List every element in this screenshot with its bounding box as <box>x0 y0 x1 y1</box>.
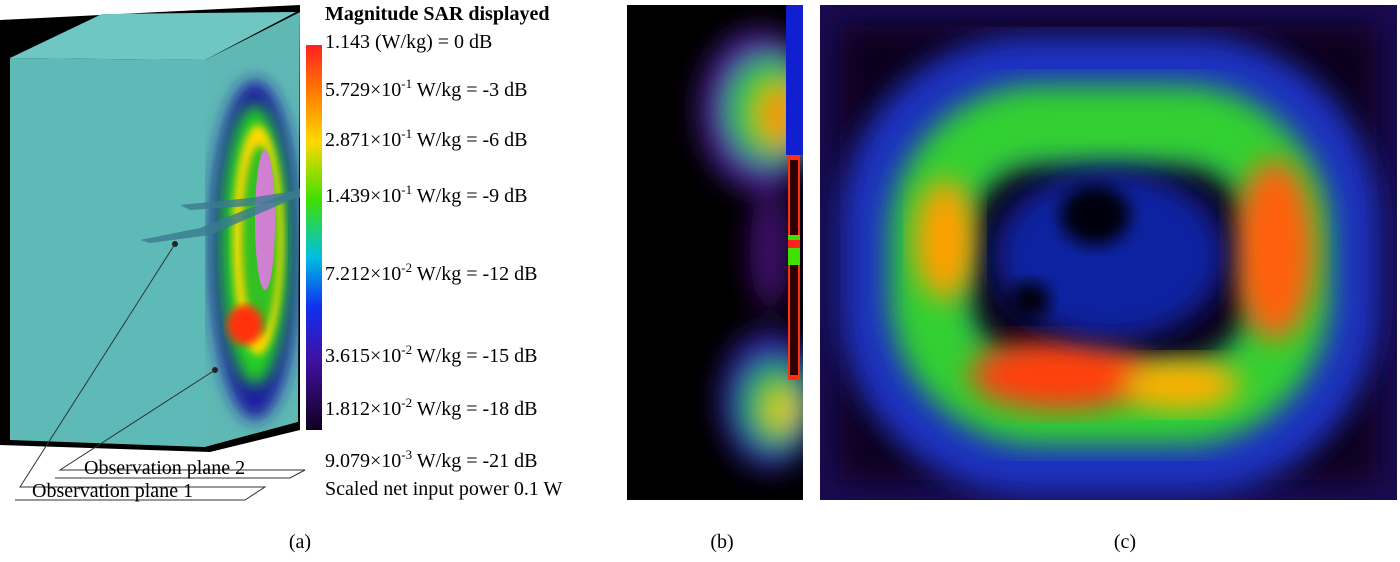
legend-mantissa: 9.079×10 <box>325 450 401 472</box>
legend-title: Magnitude SAR displayed <box>325 3 550 25</box>
observation-plane <box>140 188 300 243</box>
legend-exponent: -2 <box>401 260 412 275</box>
legend-entry: 1.143 (W/kg) = 0 dB <box>325 31 492 53</box>
legend-entry: 2.871×10-1 W/kg = -6 dB <box>325 126 527 151</box>
legend-entry: 1.439×10-1 W/kg = -9 dB <box>325 182 527 207</box>
legend-mantissa: 5.729×10 <box>325 79 401 101</box>
caption: (a) <box>289 531 311 553</box>
legend-exponent: -1 <box>401 76 412 91</box>
caption: (c) <box>1114 531 1136 553</box>
legend-entry: 3.615×10-2 W/kg = -15 dB <box>325 342 537 367</box>
observation-plane <box>180 190 300 210</box>
legend-exponent: -3 <box>401 447 412 462</box>
legend-unit: W/kg = -21 dB <box>412 450 537 472</box>
box-top <box>10 12 296 60</box>
panel-a: Observation plane 2 Observation plane 1 <box>0 5 322 502</box>
color-bar <box>306 45 322 430</box>
legend-unit: W/kg = -12 dB <box>412 263 537 285</box>
legend-exponent: -2 <box>401 395 412 410</box>
legend-entry: 1.812×10-2 W/kg = -18 dB <box>325 395 537 420</box>
legend-entry: 7.212×10-2 W/kg = -12 dB <box>325 260 537 285</box>
legend-unit: W/kg = -18 dB <box>412 398 537 420</box>
plane-label: Observation plane 2 <box>84 457 245 479</box>
legend-unit: W/kg = -15 dB <box>412 345 537 367</box>
leader-line <box>15 243 267 501</box>
panel-b <box>627 5 803 500</box>
box-front <box>10 58 205 447</box>
legend-mantissa: 3.615×10 <box>325 345 401 367</box>
legend-mantissa: 2.871×10 <box>325 129 401 151</box>
legend-unit: W/kg = -6 dB <box>412 129 527 151</box>
legend-exponent: -1 <box>401 126 412 141</box>
legend: Magnitude SAR displayed Scaled net input… <box>325 3 562 500</box>
legend-mantissa: 7.212×10 <box>325 263 401 285</box>
caption: (b) <box>710 531 733 553</box>
legend-mantissa: 1.812×10 <box>325 398 401 420</box>
legend-exponent: -2 <box>401 342 412 357</box>
leader-line <box>55 369 306 479</box>
legend-mantissa: 1.439×10 <box>325 185 401 207</box>
legend-entry: 5.729×10-1 W/kg = -3 dB <box>325 76 527 101</box>
legend-unit: W/kg = -9 dB <box>412 185 527 207</box>
legend-entry: 9.079×10-3 W/kg = -21 dB <box>325 447 537 472</box>
plane-label: Observation plane 1 <box>32 480 193 502</box>
panel-c <box>820 5 1397 500</box>
legend-exponent: -1 <box>401 182 412 197</box>
legend-unit: W/kg = -3 dB <box>412 79 527 101</box>
legend-footer: Scaled net input power 0.1 W <box>325 478 562 500</box>
box-side <box>205 12 300 447</box>
